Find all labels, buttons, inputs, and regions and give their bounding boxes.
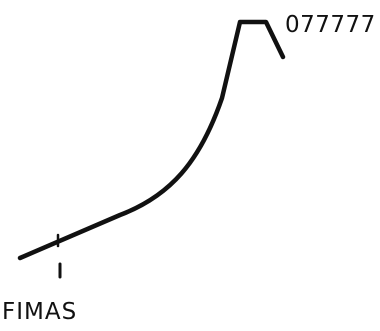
marker-label: FIMAS (2, 299, 77, 325)
peak-value-label: 077777 (285, 12, 376, 38)
response-curve (17, 19, 286, 261)
